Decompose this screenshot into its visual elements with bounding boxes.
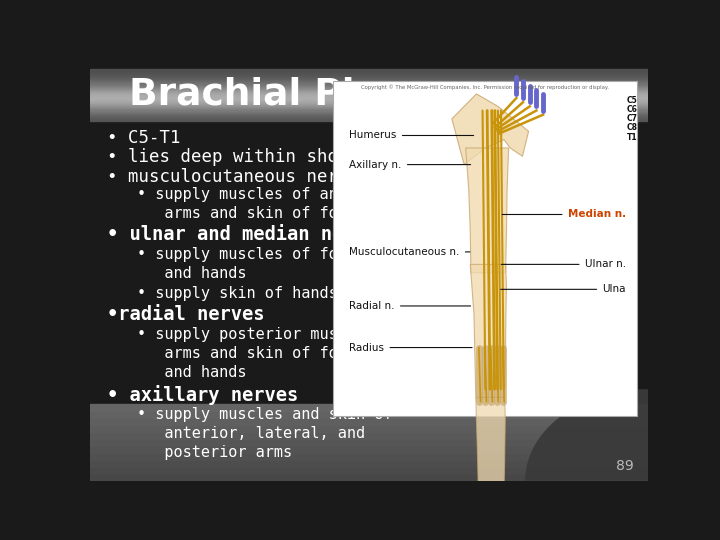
Bar: [90, 100, 648, 101]
Polygon shape: [470, 265, 506, 397]
Text: Humerus: Humerus: [349, 131, 474, 140]
Bar: [90, 98, 648, 99]
Polygon shape: [452, 94, 528, 165]
Bar: [90, 95, 648, 96]
Text: C6: C6: [627, 105, 638, 114]
Bar: [90, 117, 648, 118]
Bar: [90, 89, 648, 90]
Bar: [90, 106, 648, 107]
Text: • axillary nerves: • axillary nerves: [107, 384, 298, 404]
Bar: [90, 87, 648, 89]
Text: anterior, lateral, and: anterior, lateral, and: [138, 426, 366, 441]
Text: C7: C7: [627, 114, 638, 123]
Text: • musculocutaneous nerves: • musculocutaneous nerves: [107, 167, 369, 186]
Bar: [90, 105, 648, 106]
Polygon shape: [526, 389, 648, 481]
Text: 89: 89: [616, 459, 634, 473]
Bar: [90, 97, 648, 98]
Text: Musculocutaneous n.: Musculocutaneous n.: [349, 247, 470, 257]
Bar: [90, 80, 648, 82]
Bar: [90, 113, 648, 114]
Bar: [90, 83, 648, 84]
Text: Radius: Radius: [349, 342, 472, 353]
Text: Median n.: Median n.: [503, 210, 626, 219]
Text: Axillary n.: Axillary n.: [349, 160, 471, 170]
Text: Ulna: Ulna: [500, 285, 626, 294]
Polygon shape: [476, 397, 505, 489]
Text: • ulnar and median nerves: • ulnar and median nerves: [107, 225, 388, 244]
Bar: [90, 85, 648, 86]
Text: • supply muscles of forearms: • supply muscles of forearms: [138, 247, 393, 262]
Bar: [90, 92, 648, 93]
Bar: [333, 82, 636, 416]
Text: Brachial Plexuses: Brachial Plexuses: [129, 77, 501, 113]
Bar: [90, 82, 648, 83]
Bar: [90, 102, 648, 103]
Bar: [90, 78, 648, 79]
Bar: [90, 96, 648, 97]
Bar: [90, 101, 648, 102]
Bar: [90, 120, 648, 121]
Bar: [90, 93, 648, 94]
Text: C8: C8: [627, 124, 638, 132]
Text: posterior arms: posterior arms: [138, 446, 292, 460]
Bar: [90, 404, 648, 411]
Text: C5: C5: [627, 96, 638, 105]
Polygon shape: [466, 148, 508, 273]
Bar: [90, 112, 648, 113]
Bar: [90, 99, 648, 100]
Bar: [90, 103, 648, 104]
Bar: [90, 439, 648, 446]
Text: •radial nerves: •radial nerves: [107, 305, 264, 323]
Text: • lies deep within shoulders: • lies deep within shoulders: [107, 148, 401, 166]
Bar: [90, 79, 648, 80]
Bar: [90, 460, 648, 467]
Bar: [90, 86, 648, 87]
Bar: [90, 118, 648, 119]
Text: Copyright © The McGraw-Hill Companies, Inc. Permission required for reproduction: Copyright © The McGraw-Hill Companies, I…: [361, 85, 608, 90]
Bar: [90, 109, 648, 110]
Bar: [90, 107, 648, 109]
Bar: [90, 418, 648, 425]
Text: arms and skin of forearms: arms and skin of forearms: [138, 346, 393, 361]
Text: and hands: and hands: [138, 366, 247, 380]
Bar: [90, 432, 648, 439]
Bar: [90, 76, 648, 77]
Text: • C5-T1: • C5-T1: [107, 129, 180, 147]
Bar: [90, 70, 648, 71]
Bar: [90, 90, 648, 91]
Bar: [90, 110, 648, 111]
Bar: [90, 77, 648, 78]
Bar: [90, 425, 648, 432]
Text: T1: T1: [627, 133, 638, 141]
Bar: [90, 111, 648, 112]
Bar: [90, 75, 648, 76]
Text: Radial n.: Radial n.: [349, 301, 471, 311]
Bar: [90, 119, 648, 120]
Bar: [90, 94, 648, 95]
Text: • supply skin of hands: • supply skin of hands: [138, 286, 338, 301]
Bar: [90, 91, 648, 92]
Bar: [90, 453, 648, 460]
Bar: [90, 114, 648, 116]
Bar: [90, 74, 648, 75]
Bar: [90, 474, 648, 481]
Bar: [90, 411, 648, 418]
Bar: [90, 84, 648, 85]
Bar: [90, 71, 648, 72]
Bar: [90, 116, 648, 117]
Text: arms and skin of forearms: arms and skin of forearms: [138, 206, 393, 221]
Text: • supply muscles of anterior: • supply muscles of anterior: [138, 187, 393, 201]
Bar: [90, 69, 648, 70]
Text: Ulnar n.: Ulnar n.: [501, 259, 626, 269]
Text: and hands: and hands: [138, 266, 247, 281]
Text: • supply posterior muscles of: • supply posterior muscles of: [138, 327, 402, 342]
Bar: [90, 467, 648, 474]
Bar: [90, 72, 648, 73]
Bar: [90, 446, 648, 453]
Bar: [90, 73, 648, 74]
Bar: [90, 104, 648, 105]
Text: • supply muscles and skin of: • supply muscles and skin of: [138, 407, 393, 422]
